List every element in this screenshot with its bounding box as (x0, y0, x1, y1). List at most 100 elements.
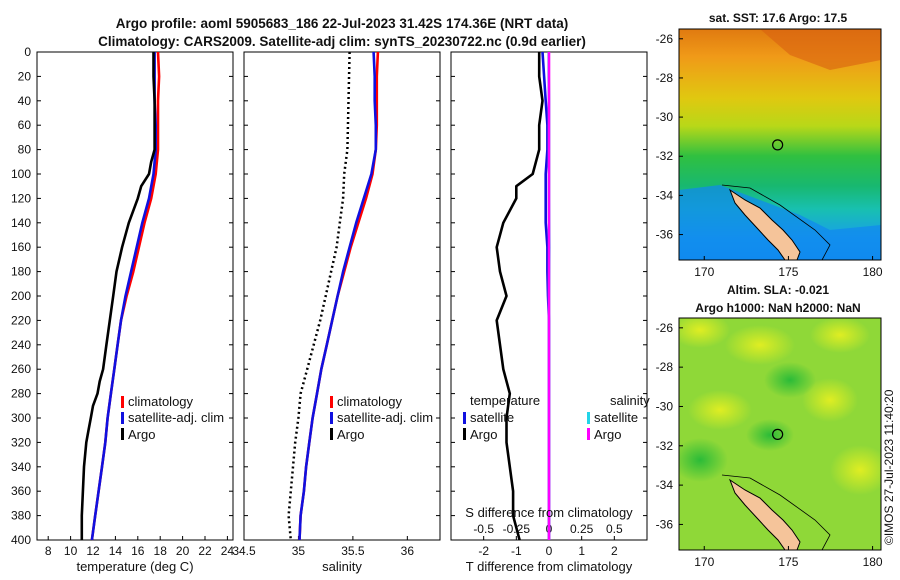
x-tick-label: 36 (401, 544, 415, 558)
legend-satellite-label: satellite-adj. clim (337, 410, 433, 425)
sla-low-blob (764, 362, 816, 398)
depth-tick-label: 80 (18, 143, 32, 157)
s-tick-label: 0.5 (606, 522, 623, 536)
legend-satellite-label: satellite-adj. clim (128, 410, 224, 425)
depth-axis: 0 20 40 60 80 100 120 140 160 180 200 220 240 260 280 3… (11, 45, 31, 547)
legend-salinity-title: salinity (610, 393, 650, 408)
legend-sal-argo-swatch (587, 428, 590, 440)
imos-watermark: ©IMOS 27-Jul-2023 11:40:20 (882, 389, 896, 545)
map-x-tick-label: 175 (778, 265, 798, 279)
legend-temp-satellite-label: satellite (470, 410, 514, 425)
depth-tick-label: 180 (11, 265, 31, 279)
depth-tick-label: 340 (11, 460, 31, 474)
series-line-argo (80, 52, 156, 540)
series-line-satellite-adj-clim (298, 51, 378, 541)
x-tick-label: 2 (611, 544, 618, 558)
legend-climatology-label: climatology (337, 394, 403, 409)
sla-high-blob (725, 325, 795, 365)
sla-low-blob (746, 419, 794, 451)
legend-sal-satellite-swatch (587, 412, 590, 424)
x-tick-label: 12 (86, 544, 100, 558)
depth-tick-label: 380 (11, 509, 31, 523)
map-y-tick-label: -26 (656, 321, 674, 335)
s-tick-label: 0.25 (570, 522, 594, 536)
x-tick-label: -2 (478, 544, 489, 558)
map-x-tick-label: 180 (863, 265, 883, 279)
depth-tick-label: 100 (11, 167, 31, 181)
map-y-tick-label: -30 (656, 110, 674, 124)
nz-coastline (728, 188, 801, 260)
salinity-legend: climatology satellite-adj. clim Argo (330, 394, 433, 442)
depth-tick-label: 160 (11, 240, 31, 254)
salinity-panel-frame (243, 51, 441, 541)
difference-legend: temperature satellite Argo salinity sate… (463, 393, 650, 442)
map-y-tick-label: -32 (656, 439, 674, 453)
legend-temperature-title: temperature (470, 393, 540, 408)
x-tick-label: 24 (221, 544, 235, 558)
salinity-plot: 34.5 35 35.5 36 (232, 51, 440, 558)
sst-map (679, 29, 881, 260)
bathymetry-contour (721, 474, 831, 550)
depth-tick-label: 120 (11, 191, 31, 205)
s-tick-label: -0.5 (473, 522, 494, 536)
figure-title-line2: Climatology: CARS2009. Satellite-adj cli… (98, 34, 586, 49)
sla-map-axes: 170 175 180 -26 -28 -30 -32 -34 -36 (656, 321, 883, 569)
map-x-tick-label: 170 (694, 555, 714, 569)
legend-temp-argo-label: Argo (470, 427, 497, 442)
sla-high-blob (802, 378, 858, 422)
temperature-plot: 8 10 12 14 16 18 20 22 24 (37, 51, 235, 558)
x-tick-label: 14 (109, 544, 123, 558)
figure-title-line1: Argo profile: aoml 5905683_186 22-Jul-20… (116, 16, 568, 31)
sla-high-blob (688, 390, 752, 430)
x-tick-label: 1 (578, 544, 585, 558)
depth-tick-label: 60 (18, 118, 32, 132)
map-y-tick-label: -28 (656, 71, 674, 85)
sla-map (679, 318, 881, 550)
legend-climatology-swatch (121, 396, 124, 408)
x-tick-label: 10 (64, 544, 78, 558)
sla-argo-location-marker (772, 428, 784, 440)
depth-tick-label: 400 (11, 533, 31, 547)
legend-satellite-swatch (121, 412, 124, 424)
temperature-panel-frame (36, 51, 234, 541)
map-x-tick-label: 175 (778, 555, 798, 569)
bathymetry-contour (721, 184, 831, 260)
depth-tick-label: 200 (11, 289, 31, 303)
x-tick-label: 35.5 (341, 544, 365, 558)
map-y-tick-label: -32 (656, 149, 674, 163)
sst-warm-patch (760, 29, 881, 70)
map-y-tick-label: -28 (656, 360, 674, 374)
legend-climatology-label: climatology (128, 394, 194, 409)
legend-sal-argo-label: Argo (594, 427, 621, 442)
sst-map-frame (678, 28, 882, 261)
x-tick-label: 18 (154, 544, 168, 558)
s-difference-label: S difference from climatology (465, 505, 633, 520)
temperature-legend: climatology satellite-adj. clim Argo (121, 394, 224, 442)
sst-map-title: sat. SST: 17.6 Argo: 17.5 (709, 11, 848, 25)
map-y-tick-label: -36 (656, 228, 674, 242)
depth-tick-label: 220 (11, 313, 31, 327)
x-tick-label: 35 (292, 544, 306, 558)
sla-high-blob (810, 318, 870, 353)
x-tick-label: 8 (45, 544, 52, 558)
map-y-tick-label: -34 (656, 478, 674, 492)
legend-argo-swatch (121, 428, 124, 440)
depth-tick-label: 0 (24, 45, 31, 59)
depth-tick-label: 20 (18, 69, 32, 83)
temperature-xlabel: temperature (deg C) (76, 559, 193, 574)
x-tick-label: 20 (176, 544, 190, 558)
x-tick-label: 34.5 (232, 544, 256, 558)
map-x-tick-label: 180 (863, 555, 883, 569)
series-line-temperature-argo (495, 52, 544, 541)
legend-satellite-swatch (330, 412, 333, 424)
map-y-tick-label: -34 (656, 188, 674, 202)
sst-cold-patch (679, 185, 881, 260)
legend-argo-label: Argo (337, 427, 364, 442)
sla-map-frame (678, 317, 882, 551)
depth-tick-label: 240 (11, 338, 31, 352)
sla-map-title-line2: Argo h1000: NaN h2000: NaN (695, 301, 860, 315)
map-y-tick-label: -30 (656, 399, 674, 413)
depth-tick-label: 140 (11, 216, 31, 230)
x-tick-label: 16 (131, 544, 145, 558)
nz-coastline (728, 478, 801, 550)
